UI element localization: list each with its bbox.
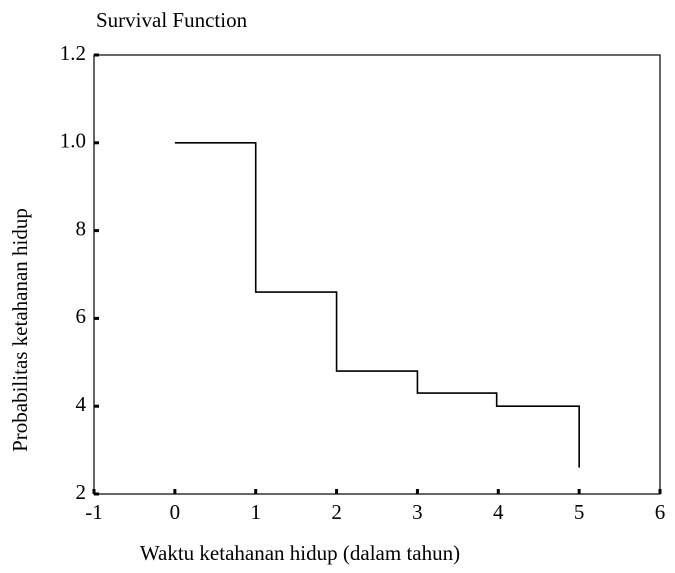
y-tick-label: 6: [76, 304, 87, 328]
x-tick-label: 1: [250, 500, 261, 524]
y-axis-label: Probabilitas ketahanan hidup: [8, 208, 32, 452]
x-tick-label: 0: [170, 500, 181, 524]
y-tick-label: 1.0: [60, 129, 86, 153]
y-tick-label: 4: [76, 392, 87, 416]
x-axis-label: Waktu ketahanan hidup (dalam tahun): [140, 541, 460, 565]
plot-frame: [93, 54, 661, 495]
y-tick-label: 1.2: [60, 41, 86, 65]
y-tick-label: 2: [76, 480, 87, 504]
x-tick-label: 4: [493, 500, 504, 524]
x-tick-label: 3: [412, 500, 423, 524]
x-tick-label: 5: [574, 500, 585, 524]
x-tick-label: 2: [331, 500, 342, 524]
chart-title: Survival Function: [96, 8, 248, 32]
x-tick-label: 6: [655, 500, 666, 524]
y-tick-label: 8: [76, 216, 87, 240]
survival-line: [174, 142, 580, 468]
x-tick-label: -1: [85, 500, 103, 524]
